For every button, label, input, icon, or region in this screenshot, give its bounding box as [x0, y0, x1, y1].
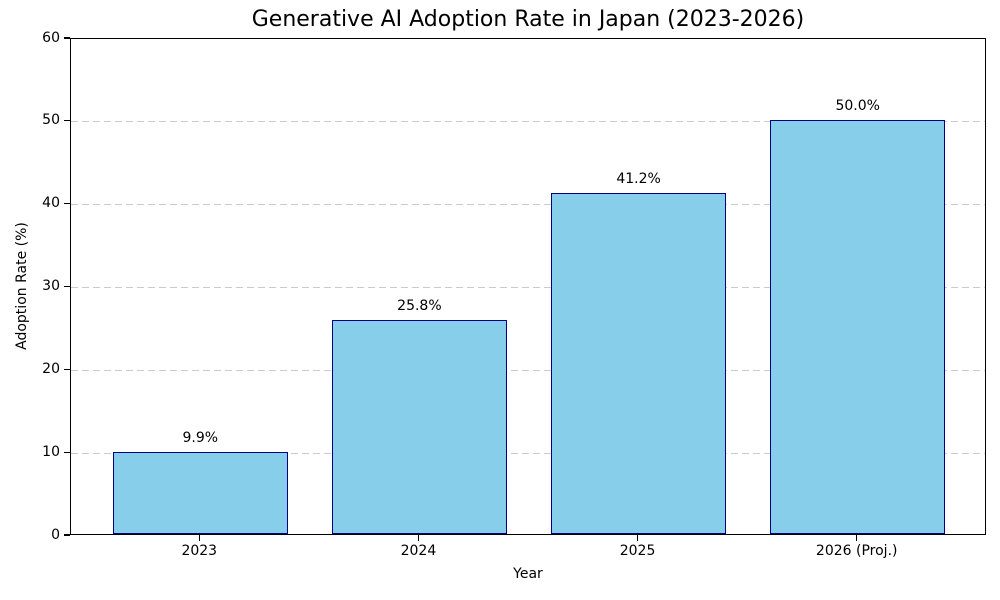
y-tick-mark — [64, 451, 70, 453]
gridline — [71, 204, 985, 206]
x-tick-label: 2023 — [181, 543, 218, 559]
x-tick-label: 2025 — [619, 543, 656, 559]
y-tick-label: 0 — [51, 526, 60, 543]
x-tick-mark — [636, 535, 639, 541]
y-tick-mark — [64, 534, 70, 536]
y-tick-label: 40 — [42, 195, 60, 212]
bar-value-label: 25.8% — [397, 298, 442, 315]
y-tick-mark — [64, 120, 70, 122]
y-tick-mark — [64, 203, 70, 205]
x-tick-label: 2026 (Proj.) — [815, 543, 898, 559]
gridline — [71, 286, 985, 289]
gridline — [71, 369, 985, 371]
y-tick-mark — [64, 368, 70, 370]
x-tick-mark — [856, 535, 858, 541]
y-tick-label: 20 — [42, 360, 60, 377]
bar-value-label: 41.2% — [616, 170, 661, 187]
y-tick-label: 30 — [42, 278, 60, 294]
bar-value-label: 50.0% — [835, 97, 880, 114]
y-tick-mark — [64, 285, 70, 288]
bar — [550, 192, 727, 534]
bar-value-label: 9.9% — [182, 429, 219, 446]
bar — [112, 452, 288, 534]
gridline — [71, 452, 985, 454]
y-tick-mark — [64, 37, 70, 39]
y-tick-label: 60 — [42, 29, 60, 46]
bar — [331, 320, 508, 534]
x-axis-label: Year — [513, 566, 543, 582]
plot-area: 9.9% 25.8% 41.2% 50.0% — [70, 38, 986, 535]
x-tick-mark — [417, 535, 420, 541]
chart-title: Generative AI Adoption Rate in Japan (20… — [251, 7, 805, 32]
y-tick-label: 10 — [42, 443, 60, 460]
x-tick-label: 2024 — [400, 543, 437, 559]
bar — [770, 119, 946, 534]
x-tick-mark — [198, 535, 200, 541]
y-tick-label: 50 — [42, 112, 60, 129]
gridline — [71, 121, 985, 123]
